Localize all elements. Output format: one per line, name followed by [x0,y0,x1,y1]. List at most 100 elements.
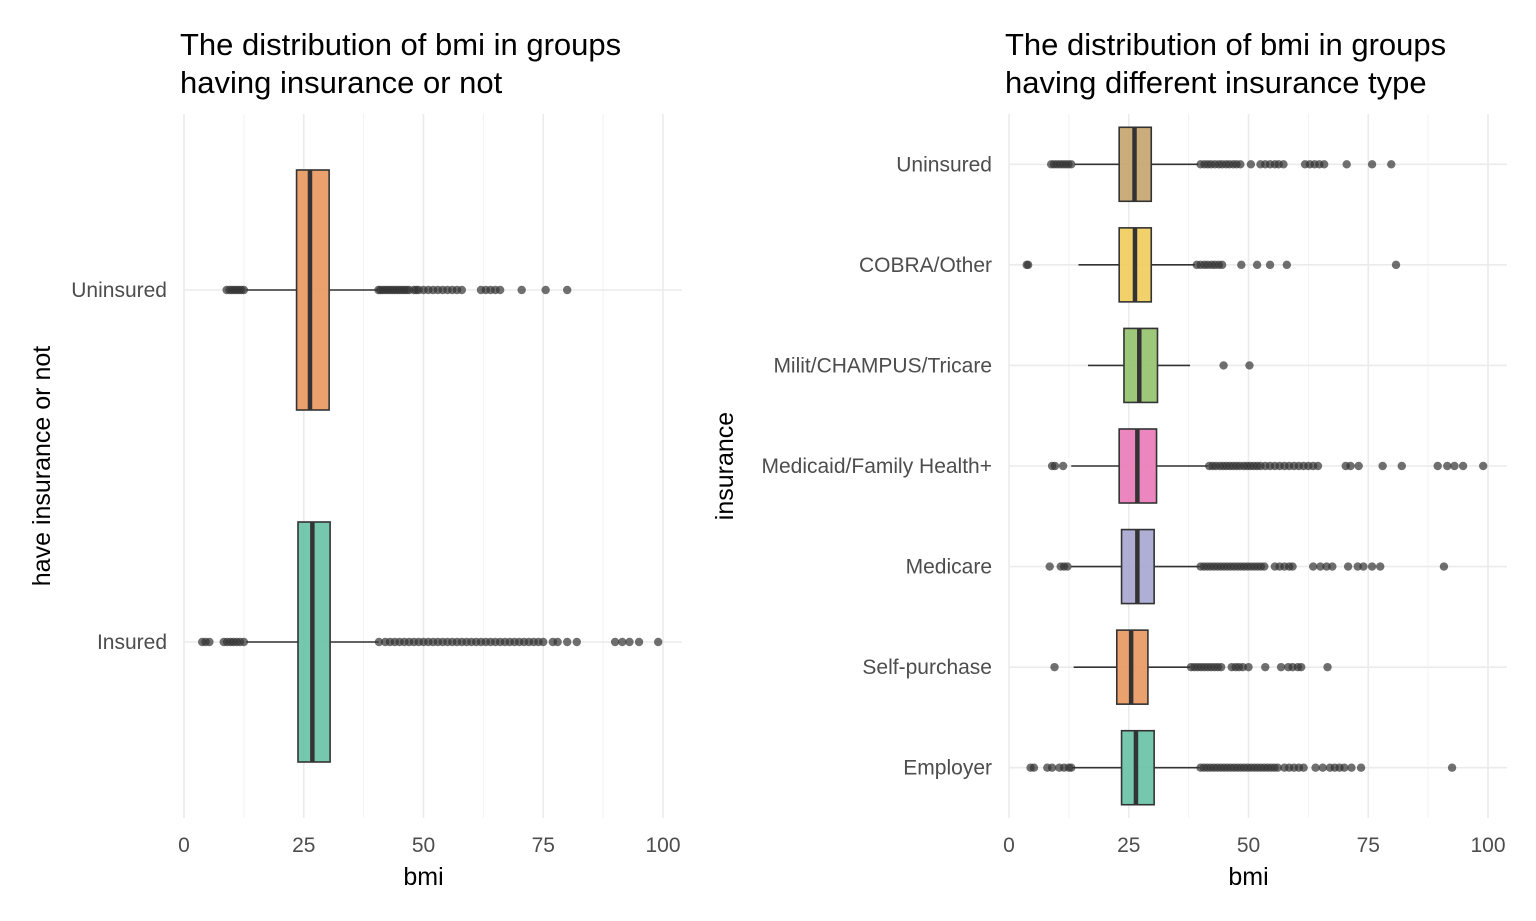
outlier-point [634,637,644,647]
y-axis-label: have insurance or not [28,346,56,586]
outlier-point [1260,562,1269,571]
outlier-point [1367,562,1377,571]
y-tick-label: Employer [903,757,992,780]
box-group [1026,729,1457,806]
outlier-point [1067,160,1076,169]
outlier-point [1439,562,1449,571]
outlier-point [374,637,384,647]
outlier-point [1479,461,1488,471]
y-tick-label: Medicare [906,556,992,579]
outlier-point [1063,562,1072,571]
outlier-point [1387,160,1396,169]
outlier-point [541,285,550,295]
x-tick-label: 50 [1237,834,1260,857]
outlier-point [1313,461,1323,471]
outlier-point [1328,562,1337,571]
outlier-point [1308,562,1318,571]
x-tick-label: 0 [178,834,190,857]
outlier-point [1023,260,1033,270]
outlier-point [1397,461,1406,471]
outlier-point [1378,461,1387,471]
y-tick-label: Uninsured [896,153,992,176]
outlier-point [618,637,627,647]
outlier-point [563,637,572,647]
outlier-point [1354,461,1363,471]
outlier-point [1237,260,1246,270]
outlier-point [1029,763,1039,772]
y-tick-label: COBRA/Other [859,254,992,277]
outlier-point [1219,361,1228,370]
outlier-point [1342,160,1351,169]
outlier-point [1047,763,1057,772]
box-group [222,169,572,411]
outlier-point [1450,461,1459,471]
chart-panel-1: The distribution of bmi in groupshaving … [28,27,682,891]
chart-title-line: The distribution of bmi in groups [1005,27,1446,62]
outlier-point [1050,662,1059,672]
y-tick-label: Self-purchase [862,656,992,679]
y-tick-label: Milit/CHAMPUS/Tricare [773,354,992,377]
outlier-point [1273,763,1282,772]
outlier-point [1279,160,1288,169]
x-tick-label: 75 [532,834,555,857]
outlier-point [563,285,572,295]
outlier-point [1323,662,1332,672]
outlier-point [1217,260,1227,270]
outlier-point [1245,361,1254,370]
box-group [1050,629,1332,705]
outlier-point [1067,763,1076,772]
outlier-point [1236,160,1245,169]
x-tick-label: 25 [292,834,315,857]
chart-title-line: having different insurance type [1005,65,1427,100]
box-group [1088,327,1254,404]
outlier-point [1340,763,1349,772]
gridlines [183,114,682,818]
outlier-point [1282,260,1292,270]
outlier-point [1376,562,1385,571]
box-group [198,521,663,763]
x-tick-label: 25 [1117,834,1140,857]
outlier-point [654,637,663,647]
chart-title-line: having insurance or not [180,65,503,100]
chart-panel-2: The distribution of bmi in groupshaving … [711,27,1507,891]
outlier-point [1265,260,1275,270]
outlier-point [539,637,548,647]
outlier-point [1353,562,1362,571]
x-tick-label: 100 [645,834,680,857]
outlier-point [1238,662,1247,672]
x-tick-label: 0 [1003,834,1015,857]
outlier-point [610,637,620,647]
box-group [1022,227,1401,303]
y-tick-label: Medicaid/Family Health+ [761,455,992,478]
outlier-point [239,637,249,647]
y-tick-label: Insured [97,631,167,654]
outlier-point [1346,461,1355,471]
outlier-point [1318,763,1327,772]
x-axis-label: bmi [403,863,443,891]
y-axis-label: insurance [711,412,739,520]
outlier-point [1319,160,1329,169]
outlier-point [1447,763,1457,772]
x-axis-label: bmi [1228,863,1268,891]
outlier-point [1244,662,1253,672]
outlier-point [1343,562,1353,571]
x-tick-label: 75 [1357,834,1380,857]
outlier-point [517,285,526,295]
outlier-point [239,285,249,295]
outlier-point [1288,562,1297,571]
chart-title-line: The distribution of bmi in groups [180,27,621,62]
outlier-point [1316,562,1325,571]
outlier-point [572,637,581,647]
outlier-point [1367,160,1377,169]
outlier-point [1458,461,1468,471]
outlier-point [1058,461,1068,471]
outlier-point [625,637,634,647]
outlier-point [1433,461,1442,471]
outlier-point [457,285,467,295]
outlier-point [1347,763,1356,772]
outlier-point [1299,763,1308,772]
outlier-point [1311,763,1320,772]
outlier-point [553,637,562,647]
outlier-point [1356,763,1366,772]
